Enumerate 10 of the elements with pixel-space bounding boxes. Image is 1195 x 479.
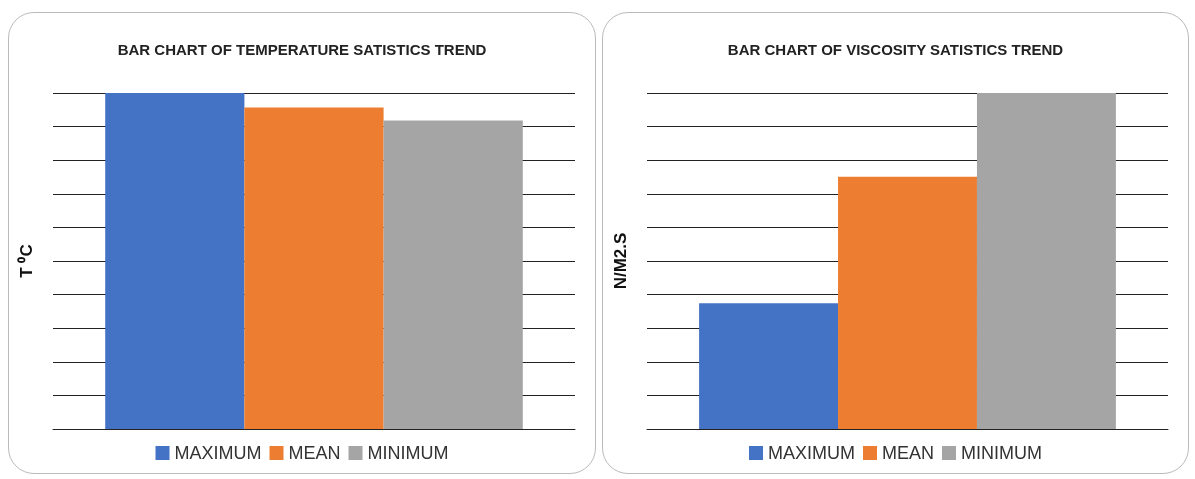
legend-label: MEAN [288,443,341,463]
chart-title: BAR CHART OF TEMPERATURE SATISTICS TREND [117,41,487,58]
legend-label: MEAN [882,443,935,463]
legend-label: MAXIMUM [768,443,856,463]
chart-title: BAR CHART OF VISCOSITY SATISTICS TREND [727,41,1064,58]
y-axis-title: N/M2.S [611,232,630,290]
legend-label: MAXIMUM [174,443,262,463]
y-axis-title: T ⁰C [17,244,36,278]
legend-label: MINIMUM [961,443,1042,463]
legend-label: MINIMUM [367,443,449,463]
